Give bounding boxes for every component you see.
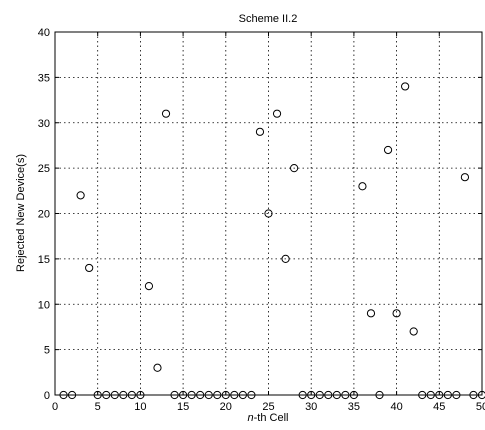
data-point [213,390,222,400]
x-tick-label: 35 [348,401,360,413]
y-tick-label: 10 [38,299,50,311]
data-point [179,390,188,400]
data-point [161,109,171,118]
data-point [290,164,299,173]
data-point [298,390,307,400]
data-point [144,282,154,291]
data-point [375,390,384,400]
data-point [366,309,376,318]
data-point [426,390,435,400]
y-tick-labels: 0 5 10 15 20 25 30 35 40 [38,27,50,402]
x-tick-label: 30 [305,401,317,413]
y-tick-label: 35 [38,72,50,84]
data-point [59,390,68,400]
data-point [136,390,145,400]
data-point [349,390,358,400]
data-point [255,127,265,136]
data-point [247,390,256,400]
x-tick-label: 40 [390,401,402,413]
data-point [341,390,350,400]
data-point [110,390,119,400]
data-point [315,390,324,400]
data-point [67,390,77,400]
x-tick-label: 45 [433,401,445,413]
chart-title: Scheme II.2 [239,13,298,25]
y-tick-label: 20 [38,209,50,221]
data-point [409,327,418,336]
y-tick-label: 25 [38,163,50,175]
x-axis-label-rest: -th Cell [254,412,289,424]
x-tick-label: 5 [95,401,101,413]
data-point [170,390,179,400]
data-point [358,182,367,191]
x-tick-label: 50 [476,401,485,413]
data-point [383,145,393,155]
x-tick-label: 15 [177,401,189,413]
data-point [401,82,410,91]
x-tick-label: 25 [262,401,274,413]
data-point [196,390,205,400]
data-point [221,390,230,400]
data-point [230,390,239,400]
data-point [153,363,162,372]
data-point [469,390,478,400]
data-point [460,173,470,182]
data-point [85,263,94,273]
data-point [119,390,128,400]
grid [55,32,482,395]
data-point [443,390,452,400]
data-point [477,390,485,400]
x-axis-label: n-th Cell [248,412,289,424]
data-point [324,390,333,400]
x-tick-label: 0 [52,401,58,413]
data-points [59,82,485,400]
data-point [452,390,461,400]
data-point [332,390,341,400]
data-point [127,390,136,400]
x-tick-labels: 0 5 10 15 20 25 30 35 40 45 50 [52,401,485,413]
data-point [392,309,401,318]
y-tick-label: 40 [38,27,50,39]
data-point [238,390,247,400]
data-point [264,209,273,218]
data-point [102,390,111,400]
y-tick-label: 15 [38,254,50,266]
data-point [435,390,444,400]
x-tick-label: 10 [134,401,146,413]
y-tick-label: 0 [44,390,50,402]
data-point [204,390,213,400]
data-point [281,254,290,263]
y-axis-label: Rejected New Device(s) [15,154,27,272]
data-point [307,390,316,400]
y-tick-label: 30 [38,118,50,130]
x-tick-label: 20 [220,401,232,413]
y-tick-label: 5 [44,345,50,357]
data-point [272,109,282,118]
x-axis-label-italic: n [248,412,254,424]
data-point [187,390,196,400]
data-point [418,390,427,400]
data-point [76,191,85,200]
data-point [93,390,102,400]
